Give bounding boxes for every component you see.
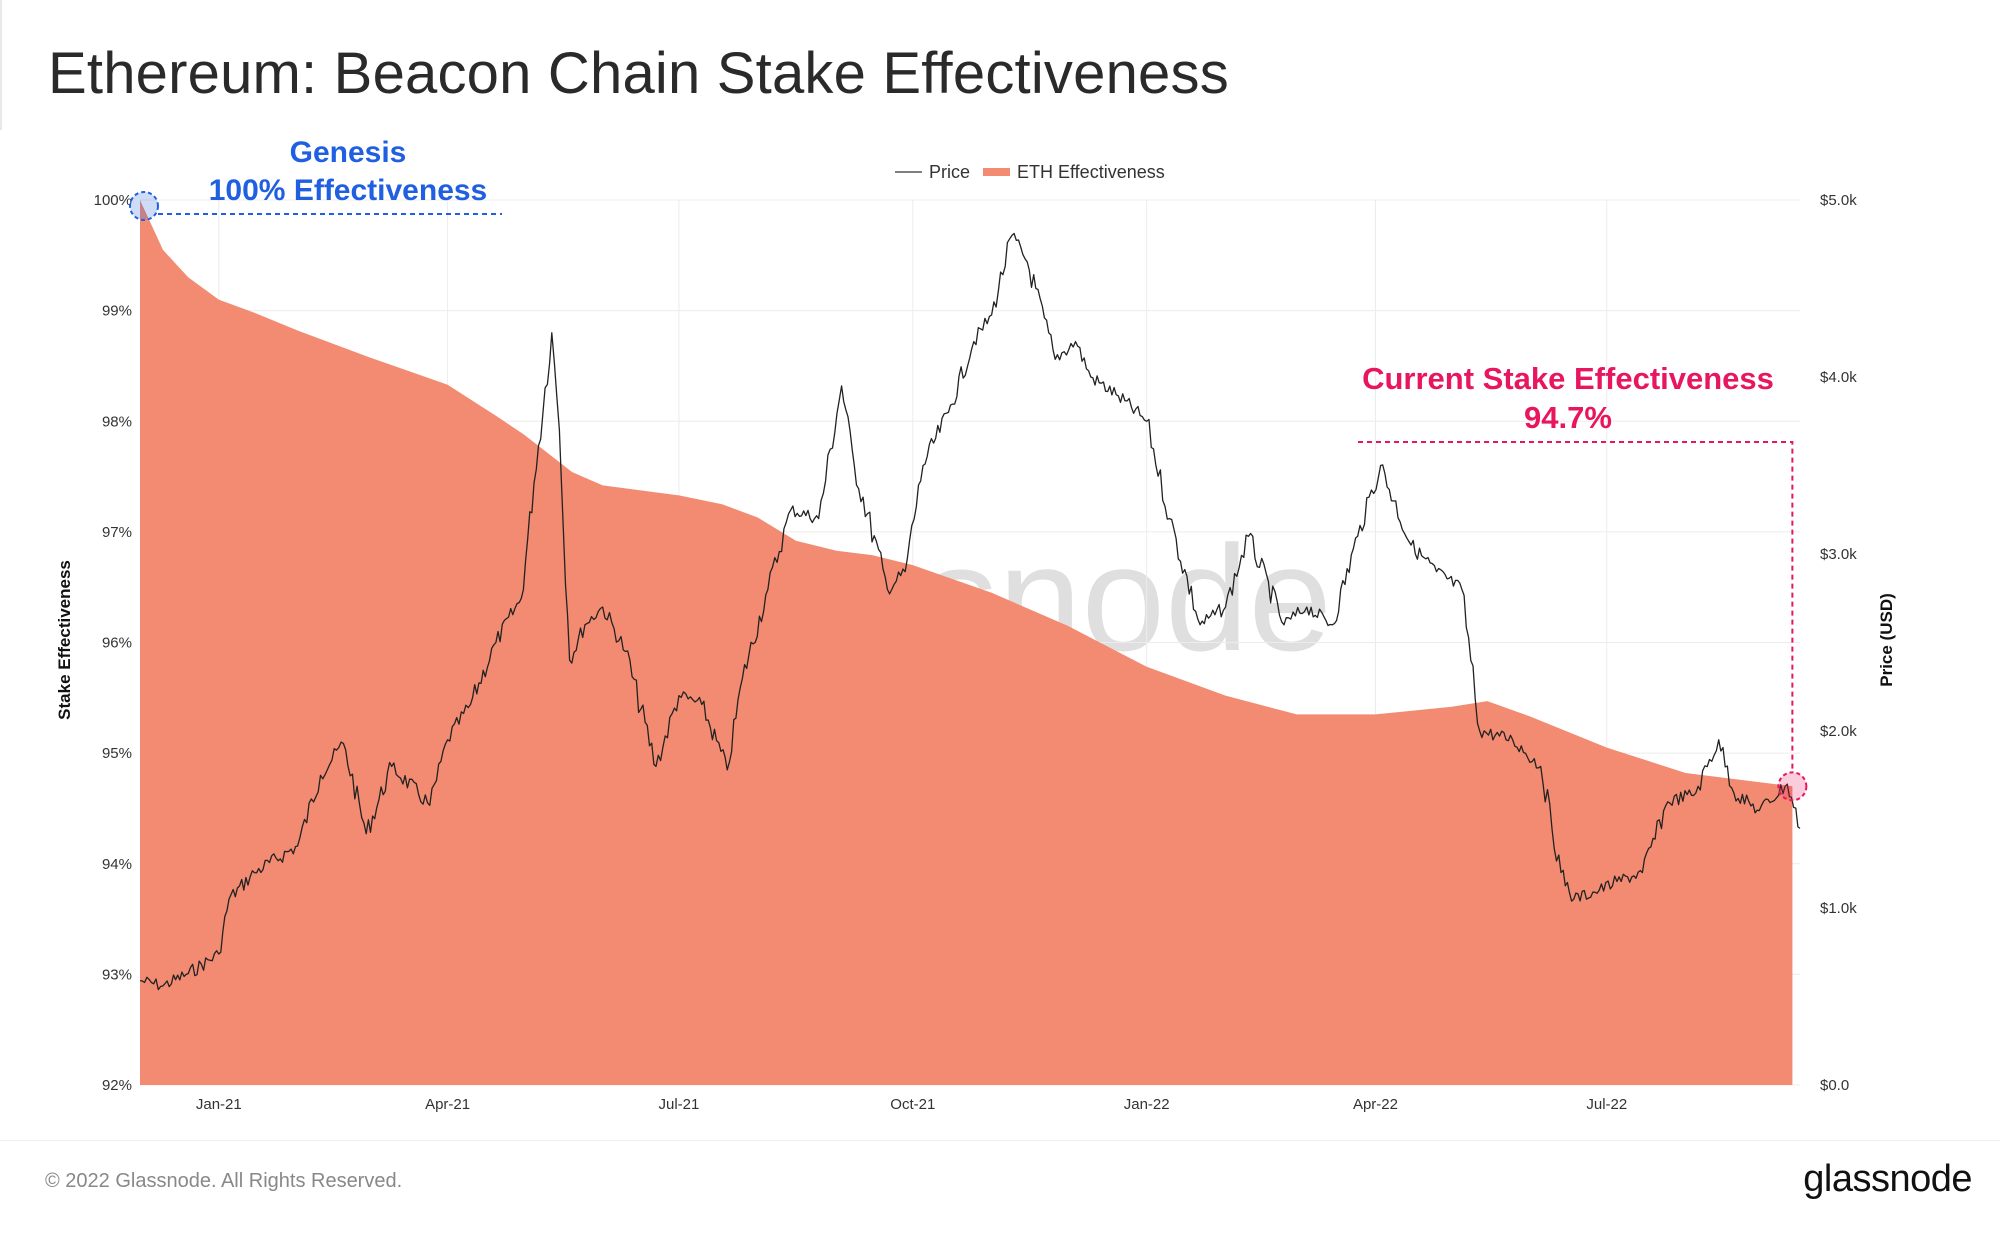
genesis-marker <box>129 191 159 221</box>
current-label-line1: Current Stake Effectiveness <box>1362 361 1774 396</box>
y-left-tick-label-1: 93% <box>102 966 132 983</box>
y-left-tick-label-6: 98% <box>102 413 132 430</box>
y-right-tick-label-1: $1.0k <box>1820 900 1857 917</box>
left-edge-rule <box>0 0 2 130</box>
glassnode-logo: glassnode <box>1803 1158 1972 1200</box>
y-right-axis-title: Price (USD) <box>1877 593 1896 687</box>
genesis-label-line1: Genesis <box>290 136 407 169</box>
y-right-axis-ticks: $0.0 $1.0k $2.0k $3.0k $4.0k $5.0k <box>1820 192 1857 1094</box>
legend-effectiveness-swatch <box>983 168 1010 176</box>
x-tick-label-6: Jul-22 <box>1586 1096 1627 1113</box>
y-left-axis-title: Stake Effectiveness <box>55 560 74 720</box>
x-tick-label-5: Apr-22 <box>1353 1096 1398 1113</box>
x-tick-label-2: Jul-21 <box>658 1096 699 1113</box>
effectiveness-area-layer <box>140 200 1793 1085</box>
y-left-axis-ticks: 92% 93% 94% 95% 96% 97% 98% 99% 100% <box>94 192 132 1094</box>
y-right-tick-label-2: $2.0k <box>1820 723 1857 740</box>
footer-divider <box>0 1140 2000 1141</box>
current-marker <box>1777 771 1808 802</box>
y-left-tick-label-8: 100% <box>94 192 132 209</box>
price-line <box>139 232 1801 991</box>
x-tick-label-1: Apr-21 <box>425 1096 470 1113</box>
y-right-tick-label-0: $0.0 <box>1820 1077 1849 1094</box>
y-right-tick-label-5: $5.0k <box>1820 192 1857 209</box>
current-leader-line <box>1358 441 1794 771</box>
effectiveness-area <box>140 200 1793 1085</box>
current-annotation: Current Stake Effectiveness 94.7% <box>1358 361 1808 802</box>
y-left-tick-label-2: 94% <box>102 856 132 873</box>
legend-price-label: Price <box>929 162 970 182</box>
current-label-line2: 94.7% <box>1524 400 1612 435</box>
y-left-tick-label-5: 97% <box>102 524 132 541</box>
y-right-tick-label-4: $4.0k <box>1820 369 1857 386</box>
legend: Price ETH Effectiveness <box>895 162 1165 182</box>
y-left-tick-label-0: 92% <box>102 1077 132 1094</box>
x-tick-label-3: Oct-21 <box>890 1096 935 1113</box>
legend-item-eth-effectiveness[interactable]: ETH Effectiveness <box>983 162 1165 182</box>
copyright-text: © 2022 Glassnode. All Rights Reserved. <box>45 1170 403 1192</box>
genesis-label-line2: 100% Effectiveness <box>209 174 488 207</box>
x-tick-label-4: Jan-22 <box>1124 1096 1170 1113</box>
price-line-layer <box>139 232 1801 991</box>
legend-item-price[interactable]: Price <box>895 162 970 182</box>
legend-effectiveness-label: ETH Effectiveness <box>1017 162 1165 182</box>
page-title: Ethereum: Beacon Chain Stake Effectivene… <box>48 41 1229 106</box>
x-axis-ticks: Jan-21 Apr-21 Jul-21 Oct-21 Jan-22 Apr-22 Jul-… <box>196 1096 1627 1113</box>
x-tick-label-0: Jan-21 <box>196 1096 242 1113</box>
y-left-tick-label-4: 96% <box>102 635 132 652</box>
genesis-annotation: Genesis 100% Effectiveness <box>129 136 502 221</box>
y-left-tick-label-3: 95% <box>102 745 132 762</box>
y-right-tick-label-3: $3.0k <box>1820 546 1857 563</box>
y-left-tick-label-7: 99% <box>102 303 132 320</box>
